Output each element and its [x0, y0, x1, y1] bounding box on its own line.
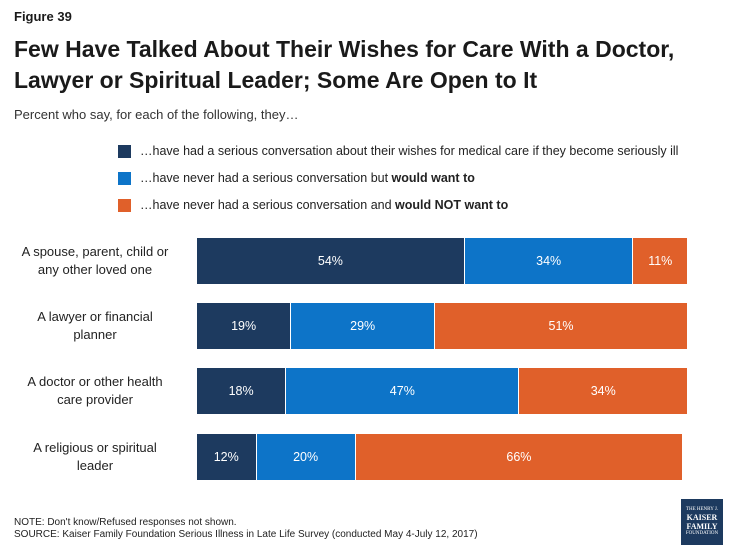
bar-segment: 11% — [633, 238, 689, 284]
data-label: 11% — [648, 254, 673, 268]
chart-title: Few Have Talked About Their Wishes for C… — [14, 36, 675, 93]
legend-item-would-want-to: …have never had a serious conversation b… — [118, 169, 475, 187]
category-label-line: leader — [76, 458, 114, 473]
data-label: 54% — [317, 254, 343, 268]
bar-segment: 66% — [355, 434, 684, 480]
category-label: A religious or spiritual leader — [5, 439, 185, 475]
legend-swatch — [118, 144, 131, 158]
legend-item-had-conversation: …have had a serious conversation about t… — [118, 142, 678, 160]
category-label-line: A spouse, parent, child or — [21, 244, 169, 259]
bar-segment: 18% — [197, 368, 287, 414]
bar-segment: 47% — [286, 368, 520, 414]
category-label-line: care provider — [57, 392, 133, 407]
data-label: 18% — [228, 384, 254, 398]
legend-swatch — [118, 198, 131, 212]
legend-swatch — [118, 171, 131, 185]
bar-segment: 29% — [291, 303, 436, 349]
data-label: 51% — [548, 319, 574, 333]
footnote: NOTE: Don't know/Refused responses not s… — [14, 517, 237, 528]
source-note: SOURCE: Kaiser Family Foundation Serious… — [14, 529, 478, 540]
category-label: A spouse, parent, child or any other love… — [5, 243, 185, 279]
bar-segment: 12% — [197, 434, 257, 480]
data-label: 66% — [506, 450, 532, 464]
logo-line: KAISER — [686, 513, 718, 522]
data-label: 34% — [590, 384, 616, 398]
category-label-line: A religious or spiritual — [33, 440, 157, 455]
legend-text-bold: would want to — [391, 171, 475, 185]
chart-subtitle: Percent who say, for each of the followi… — [14, 107, 299, 122]
category-label-line: planner — [73, 327, 117, 342]
legend-item-would-not-want-to: …have never had a serious conversation a… — [118, 196, 508, 214]
figure-label: Figure 39 — [14, 9, 72, 24]
bar-segment: 34% — [464, 238, 634, 284]
data-label: 29% — [350, 319, 376, 333]
category-label-line: A lawyer or financial — [37, 309, 153, 324]
logo-line: FOUNDATION — [685, 531, 719, 536]
bar-segment: 51% — [435, 303, 689, 349]
bar-segment: 20% — [256, 434, 356, 480]
legend-text: …have never had a serious conversation a… — [140, 198, 396, 212]
category-label: A lawyer or financial planner — [5, 308, 185, 344]
data-label: 47% — [389, 384, 415, 398]
legend-text: …have had a serious conversation about t… — [140, 144, 679, 158]
category-label-line: A doctor or other health — [27, 374, 163, 389]
logo-line: FAMILY — [686, 522, 718, 531]
category-label-line: any other loved one — [37, 262, 153, 277]
data-label: 12% — [213, 450, 239, 464]
logo-line: THE HENRY J. — [685, 507, 719, 512]
category-label: A doctor or other health care provider — [5, 373, 185, 409]
data-label: 19% — [231, 319, 257, 333]
kff-logo: THE HENRY J. KAISER FAMILY FOUNDATION — [681, 499, 723, 545]
bar-segment: 19% — [197, 303, 292, 349]
data-label: 20% — [293, 450, 319, 464]
stacked-bar-chart: A spouse, parent, child or any other love… — [0, 228, 735, 498]
bar-segment: 34% — [519, 368, 689, 414]
legend-text-bold: would NOT want to — [395, 198, 509, 212]
bar-segment: 54% — [197, 238, 465, 284]
legend-text: …have never had a serious conversation b… — [140, 171, 392, 185]
data-label: 34% — [536, 254, 562, 268]
